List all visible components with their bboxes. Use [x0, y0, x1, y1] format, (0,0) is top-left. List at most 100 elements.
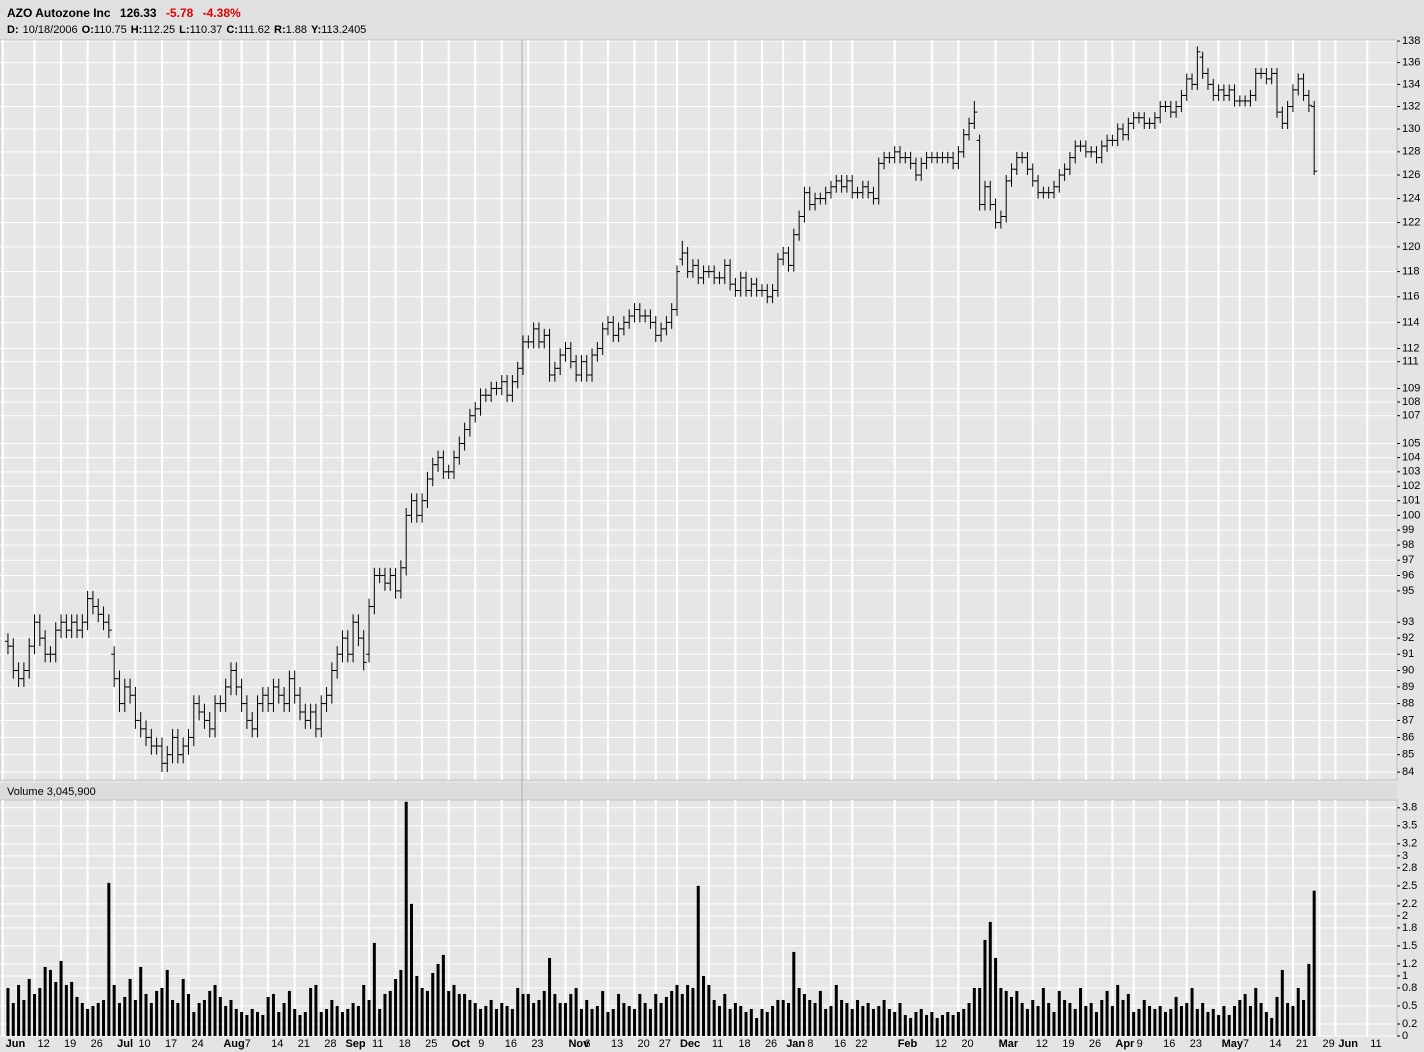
- volume-bar: [107, 882, 111, 1036]
- volume-bar: [802, 993, 806, 1036]
- volume-bar: [787, 1002, 791, 1036]
- volume-bar: [6, 987, 10, 1036]
- y-tick-label: 93: [1402, 616, 1414, 628]
- volume-bar: [479, 1008, 483, 1036]
- volume-header-bar: [0, 783, 1397, 799]
- x-tick-label: May: [1222, 1038, 1244, 1050]
- volume-bar: [691, 987, 695, 1036]
- volume-bar: [271, 993, 275, 1036]
- volume-bar: [1264, 1011, 1268, 1036]
- change-pct: -4.38%: [202, 6, 241, 20]
- volume-bar: [123, 996, 127, 1036]
- y-tick-label: 0.5: [1402, 1000, 1417, 1012]
- x-tick-label: 27: [659, 1038, 671, 1050]
- volume-bar: [293, 1008, 297, 1036]
- x-tick-label: 14: [1269, 1038, 1281, 1050]
- volume-bar: [1121, 999, 1125, 1036]
- x-tick-label: Oct: [452, 1038, 471, 1050]
- cursor-value: 112.25: [142, 24, 176, 36]
- x-tick-label: 11: [712, 1038, 723, 1050]
- y-tick-label: 1.2: [1402, 958, 1417, 970]
- volume-bar: [696, 885, 700, 1036]
- volume-bar: [1280, 969, 1284, 1036]
- x-tick-label: 7: [245, 1038, 251, 1050]
- volume-bar: [1307, 963, 1311, 1036]
- y-tick-label: 118: [1402, 266, 1420, 278]
- y-tick-label: 105: [1402, 437, 1420, 449]
- volume-bar: [866, 1002, 870, 1036]
- volume-bar: [213, 984, 217, 1036]
- y-tick-label: 3.2: [1402, 838, 1417, 850]
- y-tick-label: 84: [1402, 766, 1414, 778]
- volume-bar: [1094, 1011, 1098, 1036]
- volume-bar: [1105, 990, 1109, 1036]
- volume-bar: [771, 1005, 775, 1036]
- y-tick-label: 111: [1402, 356, 1419, 368]
- volume-bar: [590, 1008, 594, 1036]
- volume-bar: [627, 1005, 631, 1036]
- volume-bar: [149, 1002, 153, 1036]
- volume-bar: [702, 975, 706, 1036]
- cursor-label: L:: [179, 24, 190, 36]
- volume-bar: [744, 1011, 748, 1036]
- volume-bar: [1201, 1002, 1205, 1036]
- y-tick-label: 128: [1402, 146, 1420, 158]
- volume-bar: [330, 999, 334, 1036]
- volume-bar: [1004, 990, 1008, 1036]
- volume-bar: [319, 1011, 323, 1036]
- volume-bar: [1100, 999, 1104, 1036]
- cursor-label: R:: [274, 24, 286, 36]
- volume-bar: [410, 903, 414, 1036]
- volume-bar: [887, 1008, 891, 1036]
- volume-bar: [1148, 1005, 1152, 1036]
- volume-bar: [234, 1008, 238, 1036]
- volume-bar: [1211, 1008, 1215, 1036]
- volume-bar: [1153, 1008, 1157, 1036]
- volume-bar: [1073, 1008, 1077, 1036]
- volume-bar: [638, 993, 642, 1036]
- volume-bar: [1142, 999, 1146, 1036]
- x-tick-label: Jan: [786, 1038, 805, 1050]
- y-tick-label: 132: [1402, 100, 1420, 112]
- volume-bar: [946, 1011, 950, 1036]
- volume-bar: [218, 996, 222, 1036]
- y-tick-label: 107: [1402, 410, 1420, 422]
- y-tick-label: 89: [1402, 681, 1414, 693]
- volume-bar: [11, 1002, 15, 1036]
- volume-bar: [1020, 1002, 1024, 1036]
- volume-bar: [208, 990, 212, 1036]
- volume-bar: [425, 990, 429, 1036]
- volume-bar: [1057, 990, 1061, 1036]
- x-tick-label: 9: [1137, 1038, 1143, 1050]
- volume-bar: [1259, 1002, 1263, 1036]
- y-tick-label: 99: [1402, 524, 1414, 536]
- volume-bar: [776, 999, 780, 1036]
- volume-bar: [903, 1014, 907, 1036]
- volume-bar: [1238, 999, 1242, 1036]
- volume-bar: [717, 1005, 721, 1036]
- y-tick-label: 1.8: [1402, 922, 1417, 934]
- volume-bar: [585, 999, 589, 1036]
- y-tick-label: 134: [1402, 78, 1420, 90]
- y-tick-label: 102: [1402, 480, 1420, 492]
- x-tick-label: 11: [1370, 1038, 1381, 1050]
- volume-bar: [919, 1008, 923, 1036]
- volume-bar: [760, 1008, 764, 1036]
- y-tick-label: 91: [1402, 648, 1414, 660]
- volume-bar: [510, 1008, 514, 1036]
- x-tick-label: 21: [1296, 1038, 1308, 1050]
- volume-bar: [1036, 1005, 1040, 1036]
- x-tick-label: 12: [38, 1038, 50, 1050]
- y-tick-label: 108: [1402, 396, 1420, 408]
- y-tick-label: 92: [1402, 632, 1414, 644]
- volume-bar: [489, 999, 493, 1036]
- volume-bar: [133, 999, 137, 1036]
- volume-bar: [1174, 996, 1178, 1036]
- x-tick-label: 26: [91, 1038, 103, 1050]
- volume-bar: [1286, 1002, 1290, 1036]
- volume-bar: [91, 1005, 95, 1036]
- volume-bar: [80, 1002, 84, 1036]
- volume-bar: [914, 1011, 918, 1036]
- volume-bar: [160, 987, 164, 1036]
